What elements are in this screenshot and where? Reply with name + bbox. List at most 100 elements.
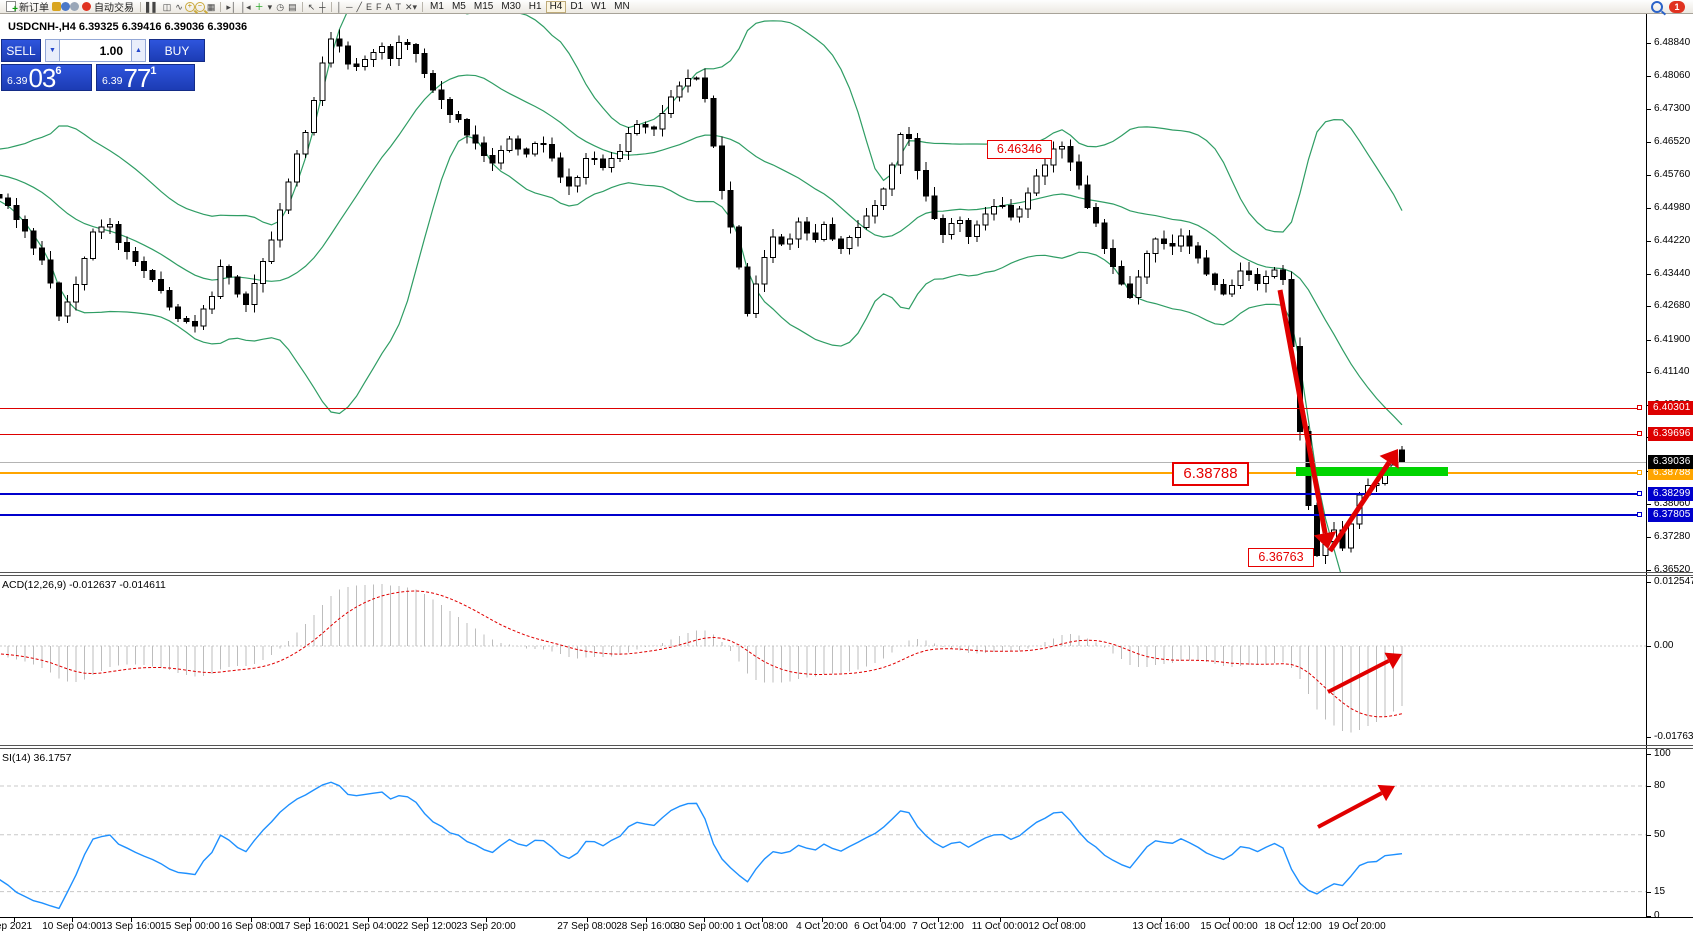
timeframe-button-h4[interactable]: H4 — [545, 0, 567, 13]
price-axis-tick-label: 6.41140 — [1654, 366, 1690, 377]
macd-histogram — [7, 584, 1403, 733]
volume-increase-button[interactable]: ▲ — [131, 39, 146, 62]
timeframe-button-m5[interactable]: M5 — [451, 0, 466, 12]
equidistant-channel-icon[interactable]: E — [365, 1, 372, 12]
price-level-line[interactable] — [0, 408, 1640, 409]
timeframe-button-mn[interactable]: MN — [614, 0, 630, 12]
chart-shift-icon[interactable]: │◂ — [240, 1, 251, 12]
level-line-anchor[interactable] — [1637, 491, 1642, 496]
price-level-line[interactable] — [0, 472, 1640, 474]
pane-splitter[interactable] — [0, 745, 1693, 746]
sell-price-display[interactable]: 6.39 03 6 — [1, 64, 92, 91]
level-line-anchor[interactable] — [1637, 405, 1642, 410]
rsi-label-row: SI(14) 36.1757 — [2, 752, 71, 764]
vertical-line-icon[interactable]: │ — [336, 1, 343, 12]
timeframe-button-m1[interactable]: M1 — [430, 0, 444, 12]
zoom-out-icon[interactable]: − — [194, 1, 205, 12]
support-level-annotation[interactable]: 6.38788 — [1172, 462, 1249, 486]
signal-icon[interactable] — [70, 2, 79, 11]
swing-high-annotation[interactable]: 6.46346 — [987, 140, 1052, 159]
rsi-pane[interactable] — [0, 749, 1646, 917]
volume-decrease-button[interactable]: ▼ — [45, 39, 60, 62]
arrows-tool-icon[interactable]: ✕▾ — [404, 1, 418, 12]
timeframe-button-d1[interactable]: D1 — [570, 0, 584, 12]
time-axis-tick — [1229, 917, 1230, 922]
indicator-dropdown-icon[interactable]: ▾ — [267, 1, 273, 12]
level-line-anchor[interactable] — [1637, 470, 1642, 475]
level-line-anchor[interactable] — [1637, 431, 1642, 436]
profile-icon[interactable] — [61, 2, 70, 11]
time-axis-label: 22 Sep 12:00 — [397, 921, 457, 932]
rsi-axis-label: 0 — [1654, 910, 1660, 921]
macd-pane[interactable] — [0, 576, 1646, 745]
candle-chart-mode-icon[interactable]: ◫ — [162, 1, 172, 12]
price-axis-tick-label: 6.38060 — [1654, 498, 1691, 509]
swing-low-annotation[interactable]: 6.36763 — [1248, 548, 1314, 567]
rsi-axis-tick — [1646, 916, 1651, 917]
notification-badge[interactable]: 1 — [1669, 0, 1685, 13]
line-chart-mode-icon[interactable]: ∿ — [175, 1, 183, 12]
new-order-button[interactable]: 新订单 — [3, 0, 52, 15]
tile-windows-icon[interactable]: ▦ — [206, 1, 216, 12]
volume-input[interactable]: 1.00 — [60, 39, 131, 62]
zoom-in-icon[interactable]: + — [184, 1, 195, 12]
time-axis-tick — [938, 917, 939, 922]
timeframe-button-w1[interactable]: W1 — [591, 0, 607, 12]
price-axis-tick — [1646, 208, 1651, 209]
periods-icon[interactable]: ◷ — [276, 1, 285, 12]
auto-scroll-icon[interactable]: ▸│ — [226, 1, 237, 12]
pane-splitter[interactable] — [0, 572, 1693, 573]
layouts-icon[interactable] — [52, 2, 61, 11]
timeframe-button-h1[interactable]: H1 — [528, 0, 542, 12]
sell-button[interactable]: SELL — [1, 39, 41, 62]
buy-price-display[interactable]: 6.39 77 1 — [96, 64, 195, 91]
trendline-icon[interactable]: ╱ — [356, 1, 362, 12]
price-axis-tick — [1646, 142, 1651, 143]
timeframe-button-m30[interactable]: M30 — [501, 0, 521, 12]
price-chart-pane[interactable] — [0, 14, 1646, 572]
rsi-axis-label: 15 — [1654, 886, 1666, 897]
price-axis-tick — [1646, 537, 1651, 538]
buy-button[interactable]: BUY — [149, 39, 205, 62]
price-level-line[interactable] — [0, 434, 1640, 435]
time-axis-tick — [762, 917, 763, 922]
price-level-line[interactable] — [0, 493, 1640, 495]
crosshair-icon[interactable]: ┼ — [319, 1, 326, 12]
pane-splitter[interactable] — [0, 748, 1693, 749]
price-axis-tick-label: 6.41900 — [1654, 334, 1691, 345]
new-order-icon — [6, 1, 18, 15]
time-axis-tick — [587, 917, 588, 922]
price-axis-tick — [1646, 175, 1651, 176]
trade-panel-prices: 6.39 03 6 6.39 77 1 — [1, 64, 206, 91]
price-level-line[interactable] — [0, 514, 1640, 516]
cursor-icon[interactable]: ↖ — [307, 1, 316, 12]
horizontal-line-icon[interactable]: ─ — [346, 1, 353, 12]
time-axis-label: 17 Sep 16:00 — [279, 921, 339, 932]
templates-icon[interactable]: ▤ — [288, 1, 297, 12]
time-axis-label: 30 Sep 00:00 — [674, 921, 734, 932]
text-tool-icon[interactable]: A — [385, 1, 392, 12]
bar-chart-mode-icon[interactable]: ▌▌ — [146, 1, 159, 12]
price-axis-tick-label: 6.47300 — [1654, 103, 1691, 114]
price-axis-tick-label: 6.36520 — [1654, 564, 1691, 575]
search-icon[interactable] — [1651, 0, 1663, 13]
rsi-axis-tick — [1646, 892, 1651, 893]
price-level-badge: 6.38299 — [1648, 487, 1693, 501]
rsi-label: SI(14) — [2, 752, 31, 764]
pane-splitter[interactable] — [0, 575, 1693, 576]
time-axis-tick — [1161, 917, 1162, 922]
price-axis-tick — [1646, 504, 1651, 505]
price-axis-tick — [1646, 372, 1651, 373]
macd-axis-tick — [1646, 582, 1651, 583]
text-label-tool-icon[interactable]: T — [395, 1, 401, 12]
auto-trading-button[interactable]: 自动交易 — [79, 0, 137, 14]
time-axis-label: 28 Sep 16:00 — [616, 921, 676, 932]
level-line-anchor[interactable] — [1637, 512, 1642, 517]
bollinger-lower-band — [0, 135, 1342, 572]
toolbar-right: 1 — [1651, 0, 1693, 13]
time-axis-label: 27 Sep 08:00 — [557, 921, 617, 932]
fibonacci-icon[interactable]: F — [375, 1, 382, 12]
timeframe-button-m15[interactable]: M15 — [473, 0, 494, 12]
indicators-icon[interactable]: ＋ — [254, 1, 264, 12]
time-axis-tick — [131, 917, 132, 922]
